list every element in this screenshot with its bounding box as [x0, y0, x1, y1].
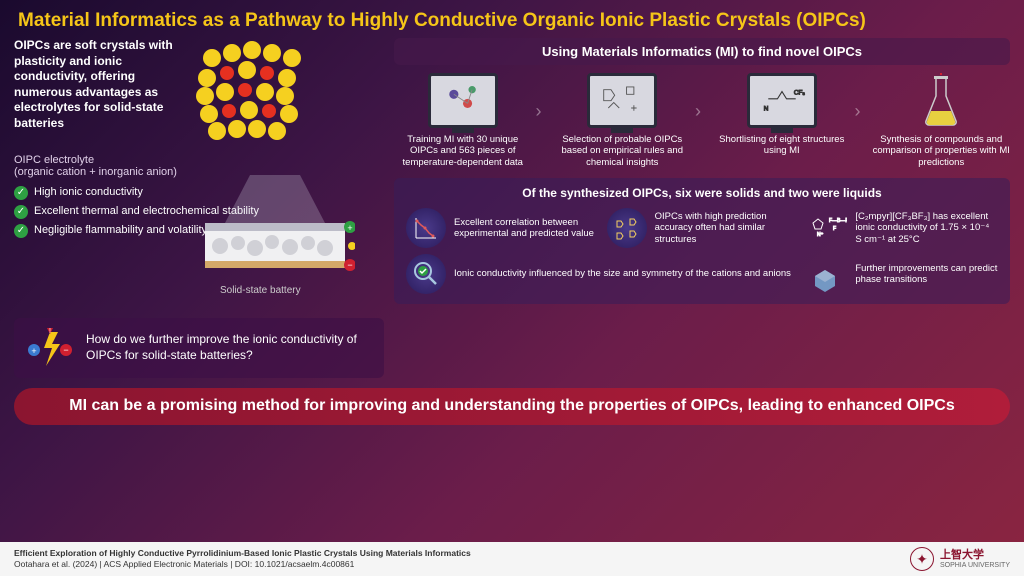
result-item: OIPCs with high prediction accuracy ofte…	[607, 208, 798, 248]
step-text: Shortlisting of eight structures using M…	[713, 134, 851, 157]
paper-title: Efficient Exploration of Highly Conducti…	[14, 548, 471, 559]
lightning-icon: + −!	[26, 328, 74, 368]
footer: Efficient Exploration of Highly Conducti…	[0, 542, 1024, 576]
mi-step: Training MI with 30 unique OIPCs and 563…	[394, 73, 532, 168]
footer-citation: Efficient Exploration of Highly Conducti…	[14, 548, 471, 570]
result-item: N⁺ F—B—F F [C₂mpyr][CF₃BF₃] has excellent …	[807, 208, 998, 248]
svg-text:−: −	[347, 260, 352, 270]
bullet-text: High ionic conductivity	[34, 186, 143, 199]
page-title: Material Informatics as a Pathway to Hig…	[0, 0, 1024, 38]
molecule-icon: N⁺ F—B—F F	[807, 208, 847, 248]
svg-text:F: F	[833, 226, 836, 232]
flask-icon	[921, 73, 961, 128]
result-text: [C₂mpyr][CF₃BF₃] has excellent ionic con…	[855, 211, 998, 245]
intro-text: OIPCs are soft crystals with plasticity …	[14, 38, 179, 132]
right-column: Using Materials Informatics (MI) to find…	[394, 38, 1010, 378]
bullet-text: Negligible flammability and volatility	[34, 224, 207, 237]
mi-section-header: Using Materials Informatics (MI) to find…	[394, 38, 1010, 65]
university-badge: ✦ 上智大学 SOPHIA UNIVERSITY	[910, 547, 1010, 571]
structures-icon	[607, 208, 647, 248]
svg-text:+: +	[347, 223, 352, 233]
university-logo-icon: ✦	[910, 547, 934, 571]
question-box: + −! How do we further improve the ionic …	[14, 318, 384, 378]
svg-text:N: N	[763, 106, 768, 113]
results-box: Of the synthesized OIPCs, six were solid…	[394, 178, 1010, 304]
result-text: Ionic conductivity influenced by the siz…	[454, 268, 791, 279]
mi-steps-row: Training MI with 30 unique OIPCs and 563…	[394, 73, 1010, 168]
monitor-icon	[587, 73, 657, 128]
step-text: Training MI with 30 unique OIPCs and 563…	[394, 134, 532, 168]
result-item: Ionic conductivity influenced by the siz…	[406, 254, 797, 294]
check-icon: ✓	[14, 205, 28, 219]
arrow-icon: ›	[536, 101, 550, 122]
results-grid: Excellent correlation between experiment…	[406, 208, 998, 294]
ice-icon	[807, 254, 847, 294]
battery-diagram: + −	[190, 175, 355, 285]
result-item: Further improvements can predict phase t…	[807, 254, 998, 294]
svg-text:−: −	[63, 345, 68, 355]
arrow-icon: ›	[855, 101, 869, 122]
left-column: OIPCs are soft crystals with plasticity …	[14, 38, 384, 378]
conclusion-banner: MI can be a promising method for improvi…	[14, 388, 1010, 425]
university-name: 上智大学	[940, 549, 1010, 561]
svg-text:N⁺: N⁺	[817, 232, 824, 238]
results-header: Of the synthesized OIPCs, six were solid…	[406, 186, 998, 200]
result-text: Further improvements can predict phase t…	[855, 263, 998, 286]
battery-label: Solid-state battery	[220, 285, 301, 296]
monitor-icon: CF₃ N	[747, 73, 817, 128]
step-text: Synthesis of compounds and comparison of…	[873, 134, 1011, 168]
result-text: Excellent correlation between experiment…	[454, 217, 597, 240]
mi-step: Synthesis of compounds and comparison of…	[873, 73, 1011, 168]
result-text: OIPCs with high prediction accuracy ofte…	[655, 211, 798, 245]
arrow-icon: ›	[695, 101, 709, 122]
university-name-en: SOPHIA UNIVERSITY	[940, 562, 1010, 569]
crystal-illustration	[187, 38, 322, 148]
result-item: Excellent correlation between experiment…	[406, 208, 597, 248]
main-content: OIPCs are soft crystals with plasticity …	[0, 38, 1024, 378]
mi-step: Selection of probable OIPCs based on emp…	[554, 73, 692, 168]
svg-text:F—B—F: F—B—F	[829, 218, 847, 224]
check-icon: ✓	[14, 224, 28, 238]
svg-text:CF₃: CF₃	[794, 89, 805, 96]
monitor-icon	[428, 73, 498, 128]
chart-icon	[406, 208, 446, 248]
svg-text:!: !	[49, 328, 51, 335]
check-icon: ✓	[14, 186, 28, 200]
mi-step: CF₃ N Shortlisting of eight structures us…	[713, 73, 851, 168]
magnifier-icon	[406, 254, 446, 294]
step-text: Selection of probable OIPCs based on emp…	[554, 134, 692, 168]
question-text: How do we further improve the ionic cond…	[86, 332, 372, 363]
citation-text: Ootahara et al. (2024) | ACS Applied Ele…	[14, 559, 471, 570]
svg-text:+: +	[31, 346, 36, 356]
